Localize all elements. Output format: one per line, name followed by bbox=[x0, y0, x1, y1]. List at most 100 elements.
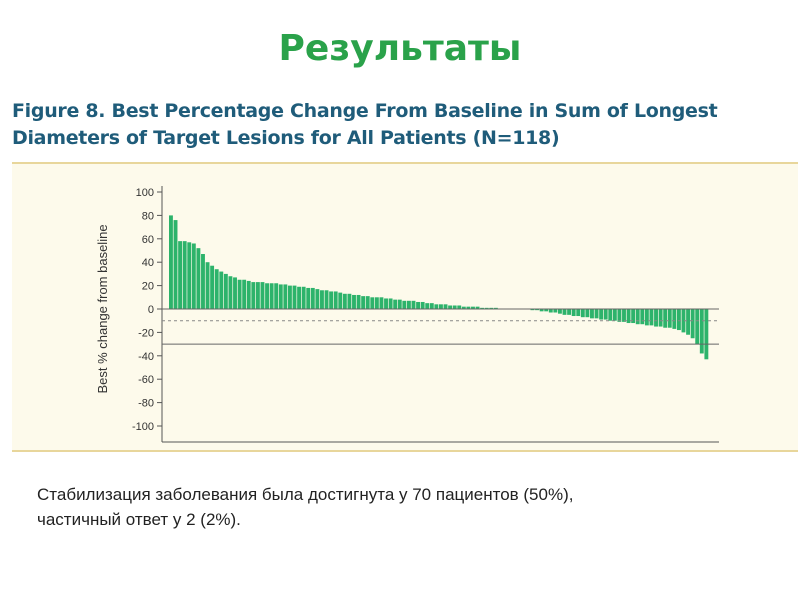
bar bbox=[553, 309, 558, 313]
bar bbox=[548, 309, 553, 313]
bar bbox=[612, 309, 617, 321]
bar bbox=[571, 309, 576, 317]
y-axis-label: Best % change from baseline bbox=[95, 224, 110, 393]
bar bbox=[301, 286, 306, 309]
bar bbox=[329, 291, 334, 309]
bar bbox=[365, 296, 370, 309]
bar bbox=[379, 297, 384, 309]
bar bbox=[274, 283, 279, 309]
bar bbox=[658, 309, 663, 327]
bar bbox=[429, 303, 434, 309]
bar bbox=[530, 309, 535, 311]
bar bbox=[626, 309, 631, 324]
y-tick-label: 80 bbox=[142, 210, 154, 222]
bar bbox=[361, 296, 366, 309]
bar bbox=[210, 265, 215, 309]
bar bbox=[457, 305, 462, 309]
bar bbox=[219, 271, 224, 309]
bar bbox=[544, 309, 549, 312]
bar bbox=[233, 277, 237, 309]
bar bbox=[402, 300, 407, 309]
bar bbox=[640, 309, 645, 325]
bar bbox=[251, 282, 256, 309]
bar bbox=[187, 242, 192, 309]
bar bbox=[475, 306, 480, 309]
y-tick-label: 100 bbox=[136, 187, 154, 199]
bar bbox=[681, 309, 686, 333]
bar bbox=[320, 290, 324, 309]
bar bbox=[695, 309, 700, 345]
bar bbox=[324, 290, 329, 309]
bar bbox=[672, 309, 677, 329]
bar bbox=[283, 284, 288, 309]
bar bbox=[411, 300, 416, 309]
bar bbox=[178, 241, 183, 309]
bar bbox=[608, 309, 613, 321]
bar bbox=[535, 309, 539, 311]
bar bbox=[384, 298, 388, 309]
bar bbox=[439, 304, 443, 309]
bar bbox=[338, 292, 343, 309]
bar bbox=[448, 305, 453, 309]
bar bbox=[644, 309, 649, 326]
bar bbox=[452, 305, 457, 309]
bar bbox=[205, 262, 210, 309]
bar bbox=[246, 280, 251, 309]
bar bbox=[287, 285, 292, 309]
bar bbox=[493, 307, 498, 309]
bar bbox=[306, 287, 311, 309]
bar bbox=[594, 309, 599, 319]
bar bbox=[676, 309, 681, 331]
bar bbox=[333, 291, 338, 309]
y-tick-label: -40 bbox=[138, 351, 154, 363]
bar bbox=[237, 279, 242, 309]
bar bbox=[484, 307, 489, 309]
bar bbox=[370, 297, 375, 309]
bar bbox=[278, 284, 283, 309]
y-tick-label: -20 bbox=[138, 327, 154, 339]
bar bbox=[635, 309, 640, 325]
caption-line-1: Стабилизация заболевания была достигнута… bbox=[37, 485, 574, 504]
bar bbox=[576, 309, 581, 317]
figure-panel: 100 80 60 40 20 0 -20 -40 -60 -80 -100 Best % chang… bbox=[12, 162, 798, 452]
bar bbox=[342, 293, 347, 309]
y-tick-label: 0 bbox=[148, 304, 154, 316]
bar bbox=[255, 282, 260, 309]
caption-line-2: частичный ответ у 2 (2%). bbox=[37, 510, 241, 529]
bar bbox=[466, 306, 471, 309]
bar bbox=[654, 309, 658, 327]
bar bbox=[590, 309, 594, 319]
bar bbox=[580, 309, 585, 318]
bar bbox=[425, 303, 430, 309]
bar bbox=[622, 309, 626, 322]
bar bbox=[686, 309, 691, 335]
bar bbox=[352, 294, 356, 309]
bar bbox=[461, 306, 466, 309]
bar bbox=[292, 285, 297, 309]
y-tick-label: -100 bbox=[132, 421, 154, 433]
caption: Стабилизация заболевания была достигнута… bbox=[37, 482, 777, 532]
bar bbox=[599, 309, 604, 320]
bar bbox=[539, 309, 544, 312]
bar bbox=[269, 283, 274, 309]
bar bbox=[388, 298, 393, 309]
bar bbox=[223, 273, 228, 309]
figure-title: Figure 8. Best Percentage Change From Ba… bbox=[12, 98, 732, 152]
slide-title: Результаты bbox=[278, 28, 522, 69]
bar bbox=[649, 309, 654, 326]
bar bbox=[562, 309, 567, 315]
bar bbox=[393, 299, 398, 309]
bar bbox=[228, 276, 233, 309]
bar bbox=[489, 307, 494, 309]
bar bbox=[214, 269, 219, 309]
bar bbox=[557, 309, 562, 314]
y-tick-label: 60 bbox=[142, 234, 154, 246]
bar bbox=[585, 309, 590, 318]
bar bbox=[667, 309, 672, 328]
bar bbox=[182, 241, 187, 309]
bar bbox=[567, 309, 572, 315]
bar bbox=[191, 243, 196, 309]
bar bbox=[297, 286, 302, 309]
bar bbox=[416, 301, 421, 309]
bar bbox=[420, 301, 425, 309]
